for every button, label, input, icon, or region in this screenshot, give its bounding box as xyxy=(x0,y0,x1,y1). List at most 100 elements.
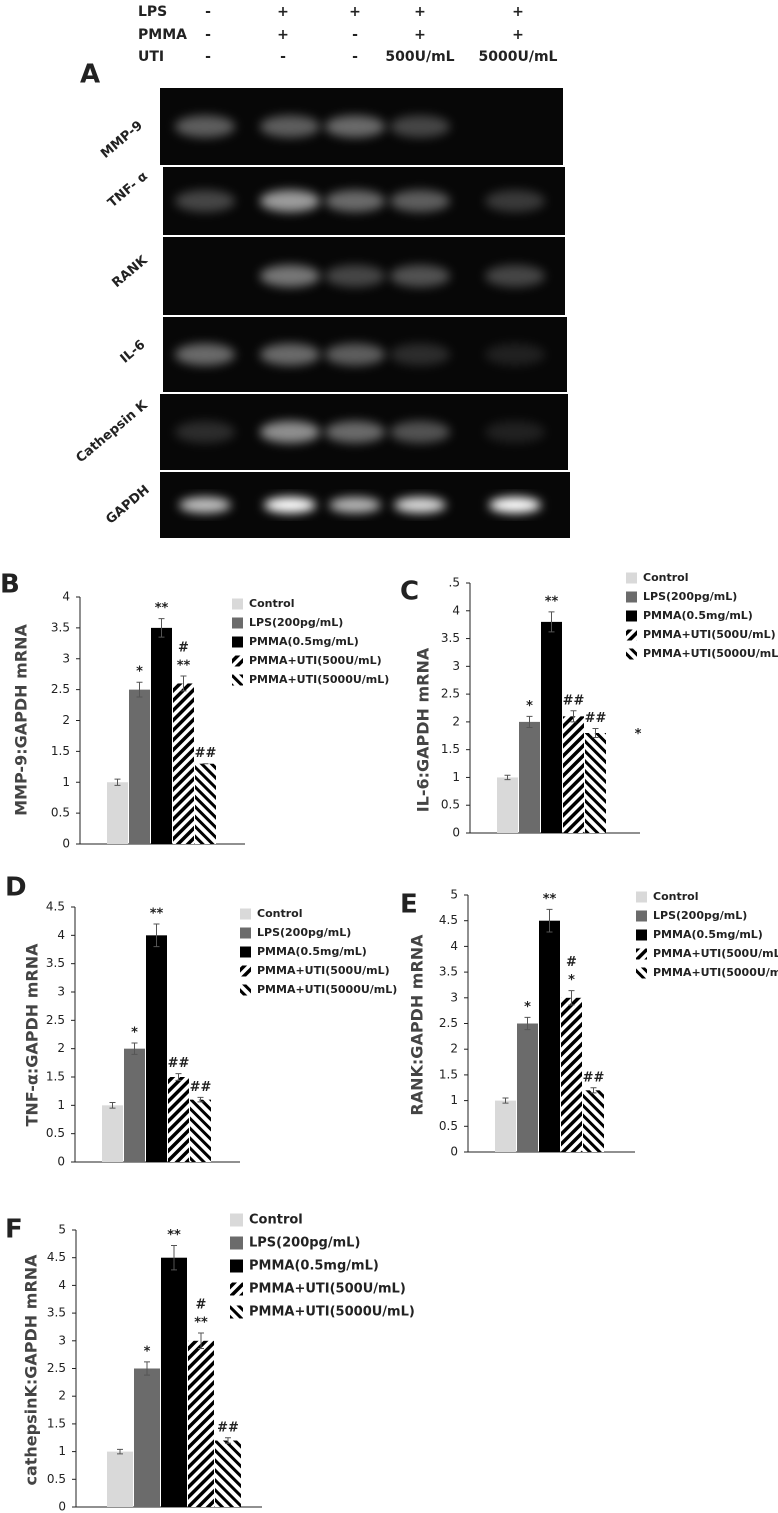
y-tick-label: 1 xyxy=(450,1093,458,1107)
legend-swatch xyxy=(240,965,251,977)
error-bar xyxy=(524,1016,531,1031)
y-tick-label: 4 xyxy=(57,928,65,942)
significance-mark: ## xyxy=(190,1080,212,1095)
legend-label: PMMA+UTI(500U/mL) xyxy=(653,947,778,960)
significance-mark: ** xyxy=(167,1228,181,1243)
error-bar xyxy=(568,990,575,1006)
bar xyxy=(161,1257,187,1507)
condition-name: LPS xyxy=(138,4,167,20)
error-bar xyxy=(117,1448,123,1455)
significance-mark: * xyxy=(635,727,642,742)
y-tick-label: 3 xyxy=(58,1333,66,1347)
panel-label: C xyxy=(400,577,419,607)
legend-swatch xyxy=(240,908,251,920)
y-tick-label: 2 xyxy=(450,1042,458,1056)
gel-band xyxy=(325,115,385,138)
gel-row-label: Cathepsin K xyxy=(73,397,151,466)
bar xyxy=(519,721,540,833)
y-tick-label: 0.5 xyxy=(47,1472,66,1486)
y-tick-label: 4 xyxy=(58,1278,66,1292)
error-bar xyxy=(136,681,143,698)
legend-label: Control xyxy=(653,890,698,903)
condition-value: - xyxy=(352,49,358,65)
y-tick-label: 2.5 xyxy=(46,1013,65,1027)
legend-swatch xyxy=(230,1213,243,1227)
legend-swatch xyxy=(230,1305,243,1319)
y-tick-label: 5 xyxy=(58,1223,66,1237)
legend-swatch xyxy=(232,598,243,610)
legend-label: PMMA+UTI(500U/mL) xyxy=(257,964,390,977)
legend-label: PMMA+UTI(5000U/mL) xyxy=(653,966,778,979)
legend-swatch xyxy=(626,591,637,603)
condition-value: + xyxy=(414,27,426,43)
bar xyxy=(134,1368,160,1507)
legend-label: PMMA+UTI(5000U/mL) xyxy=(643,647,778,660)
condition-value: + xyxy=(349,4,361,20)
error-bar xyxy=(109,1102,116,1109)
legend-label: LPS(200pg/mL) xyxy=(257,926,351,939)
significance-mark: ## xyxy=(195,746,217,761)
condition-value: + xyxy=(512,27,524,43)
legend-label: PMMA+UTI(5000U/mL) xyxy=(249,1305,415,1320)
y-axis-label: TNF-α:GAPDH mRNA xyxy=(23,943,42,1127)
y-axis-label: cathepsinK:GAPDH mRNA xyxy=(22,1254,41,1486)
y-tick-label: 4.5 xyxy=(47,1250,66,1264)
condition-value: + xyxy=(512,4,524,20)
significance-mark: * xyxy=(526,699,533,714)
panel-label: D xyxy=(5,873,27,903)
error-bar xyxy=(180,675,187,692)
legend-swatch xyxy=(636,967,647,979)
y-tick-label: 2 xyxy=(62,713,70,727)
condition-value: - xyxy=(280,49,286,65)
legend-swatch xyxy=(636,948,647,960)
y-tick-label: 3.5 xyxy=(51,620,70,634)
error-bar xyxy=(158,618,165,638)
y-tick-label: 0 xyxy=(62,837,70,851)
y-axis-label: IL-6:GAPDH mRNA xyxy=(414,647,433,812)
significance-mark: * xyxy=(568,973,575,988)
significance-mark: # xyxy=(566,955,577,970)
y-tick-label: 3.5 xyxy=(47,1306,66,1320)
gel-band xyxy=(329,497,381,513)
y-tick-label: 1.5 xyxy=(439,1067,458,1081)
legend-label: Control xyxy=(257,907,302,920)
y-tick-label: 0.5 xyxy=(439,1119,458,1133)
error-bar xyxy=(171,1245,177,1271)
y-tick-label: 3 xyxy=(62,651,70,665)
legend-label: LPS(200pg/mL) xyxy=(643,590,737,603)
legend-label: LPS(200pg/mL) xyxy=(249,616,343,629)
gel-band xyxy=(390,343,450,366)
y-tick-label: 2 xyxy=(57,1041,65,1055)
legend-swatch xyxy=(230,1236,243,1250)
y-tick-label: 3 xyxy=(57,985,65,999)
gel-band xyxy=(325,421,385,443)
condition-name: PMMA xyxy=(138,27,187,43)
legend-swatch xyxy=(240,927,251,939)
gel-band xyxy=(264,497,316,513)
gel-band xyxy=(175,343,235,366)
significance-mark: ## xyxy=(585,711,607,726)
legend-label: PMMA(0.5mg/mL) xyxy=(643,609,753,622)
error-bar xyxy=(592,728,599,738)
legend-label: Control xyxy=(249,1213,303,1228)
significance-mark: # xyxy=(178,641,189,656)
legend-label: PMMA+UTI(5000U/mL) xyxy=(257,983,397,996)
legend-swatch xyxy=(626,648,637,660)
gel-band xyxy=(485,343,545,366)
error-bar xyxy=(548,611,555,633)
significance-mark: ** xyxy=(150,907,164,922)
error-bar xyxy=(144,1361,150,1376)
bar xyxy=(215,1440,241,1507)
significance-mark: ## xyxy=(583,1070,605,1085)
y-tick-label: 1.5 xyxy=(46,1070,65,1084)
legend-label: PMMA+UTI(5000U/mL) xyxy=(249,673,389,686)
y-tick-label: 3.5 xyxy=(441,631,460,645)
legend-label: Control xyxy=(643,571,688,584)
y-axis-label: MMP-9:GAPDH mRNA xyxy=(12,624,31,816)
gel-band xyxy=(390,190,450,212)
condition-value: + xyxy=(277,4,289,20)
significance-mark: ** xyxy=(543,892,557,907)
y-tick-label: 1.5 xyxy=(441,742,460,756)
y-tick-label: 3 xyxy=(452,659,460,673)
